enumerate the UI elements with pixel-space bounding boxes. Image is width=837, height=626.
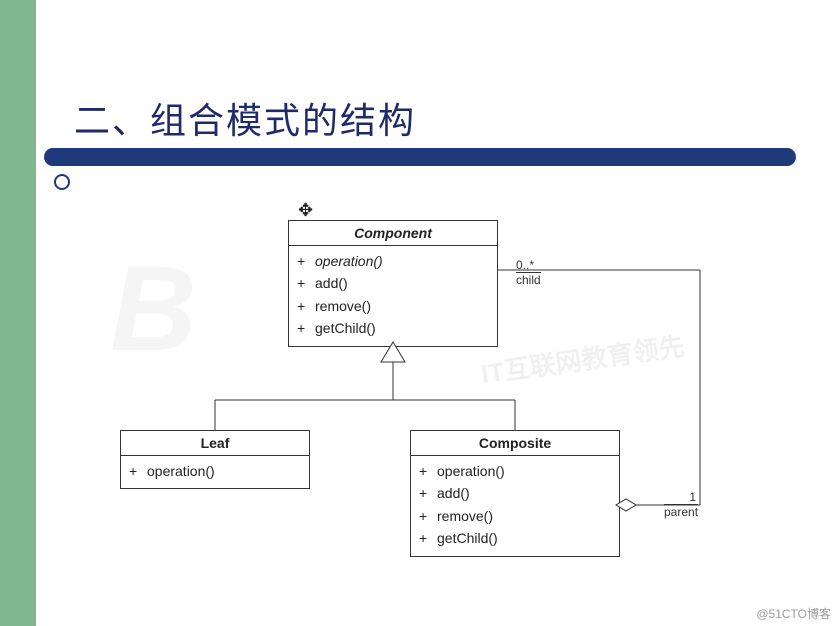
footer-attribution: @51CTO博客 (756, 605, 831, 622)
edge-child-label: 0..* child (516, 258, 541, 287)
class-composite: Composite +operation() +add() +remove() … (410, 430, 620, 557)
class-leaf-title: Leaf (121, 431, 309, 456)
op-row: +operation() (419, 460, 611, 482)
class-composite-title: Composite (411, 431, 619, 456)
op-row: +remove() (297, 295, 489, 317)
class-leaf: Leaf +operation() (120, 430, 310, 489)
edge-parent-label: 1 parent (664, 490, 698, 519)
class-composite-ops: +operation() +add() +remove() +getChild(… (411, 456, 619, 556)
op-row: +remove() (419, 505, 611, 527)
uml-diagram: Component +operation() +add() +remove() … (0, 0, 837, 626)
op-row: +add() (297, 272, 489, 294)
class-component-ops: +operation() +add() +remove() +getChild(… (289, 246, 497, 346)
op-row: +operation() (129, 460, 301, 482)
op-row: +getChild() (419, 527, 611, 549)
op-row: +getChild() (297, 317, 489, 339)
class-component: Component +operation() +add() +remove() … (288, 220, 498, 347)
class-leaf-ops: +operation() (121, 456, 309, 488)
op-row: +operation() (297, 250, 489, 272)
class-component-title: Component (289, 221, 497, 246)
op-row: +add() (419, 482, 611, 504)
